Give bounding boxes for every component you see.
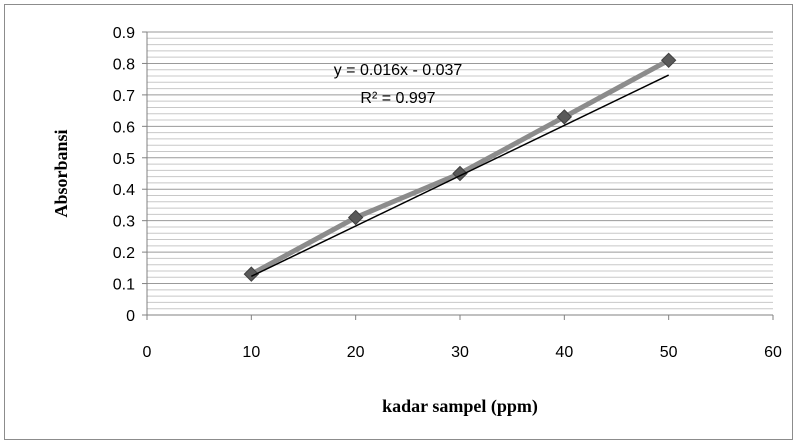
x-tick-label: 60	[764, 344, 782, 361]
r-squared-label: R² = 0.997	[360, 90, 435, 107]
y-tick-label: 0.6	[113, 119, 135, 136]
y-tick-label: 0.7	[113, 88, 135, 105]
data-series	[243, 52, 677, 282]
y-tick-labels: 0 0.1 0.2 0.3 0.4 0.5 0.6 0.7 0.8 0.9	[113, 25, 147, 325]
chart-frame	[4, 4, 793, 440]
x-tick-label: 30	[451, 344, 469, 361]
trendline-group	[251, 74, 669, 277]
x-tick-label: 50	[660, 344, 678, 361]
y-tick-label: 0.2	[113, 245, 135, 262]
y-axis-title: Absorbansi	[51, 129, 71, 217]
data-point	[347, 209, 364, 226]
data-point	[243, 266, 260, 282]
x-axis-title: kadar sampel (ppm)	[382, 396, 538, 417]
y-tick-label: 0.9	[113, 25, 135, 42]
y-tick-label: 0	[126, 308, 135, 325]
trendline-equation: y = 0.016x - 0.037	[334, 62, 463, 79]
data-point	[660, 52, 677, 69]
x-tick-label: 10	[242, 344, 260, 361]
x-tick-label: 40	[555, 344, 573, 361]
y-tick-label: 0.3	[113, 214, 135, 231]
x-tick-label: 20	[347, 344, 365, 361]
y-tick-label: 0.5	[113, 151, 135, 168]
x-tick-labels: 0 10 20 30 40 50 60	[143, 315, 782, 361]
trendline	[251, 74, 669, 277]
data-point	[556, 109, 573, 125]
y-tick-label: 0.4	[113, 182, 135, 199]
y-tick-label: 0.8	[113, 56, 135, 73]
x-tick-label: 0	[143, 344, 152, 361]
y-tick-label: 0.1	[113, 277, 135, 294]
